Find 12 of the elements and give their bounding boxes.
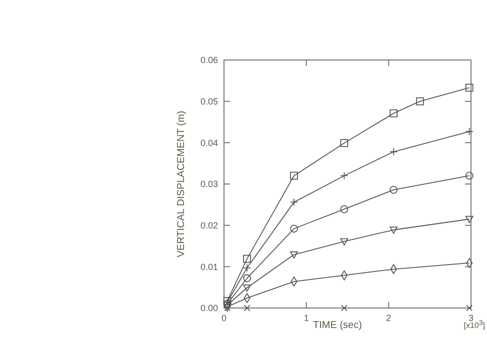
x-tick-label: 0 (221, 313, 227, 323)
y-tick-label: 0.04 (200, 138, 218, 148)
y-tick-label: 0.03 (200, 179, 218, 190)
y-tick-label: 0.01 (200, 262, 218, 272)
y-tick-label: 0.05 (200, 96, 218, 106)
y-tick-label: 0.00 (200, 303, 218, 314)
x-tick-label: 2 (386, 313, 392, 323)
y-tick-label: 0.06 (200, 55, 218, 66)
x-axis-title: TIME (sec) (313, 320, 362, 331)
x-tick-label: 1 (304, 313, 309, 323)
y-axis-title: VERTICAL DISPLACEMENT (m) (176, 110, 187, 258)
y-tick-label: 0.02 (200, 220, 218, 230)
